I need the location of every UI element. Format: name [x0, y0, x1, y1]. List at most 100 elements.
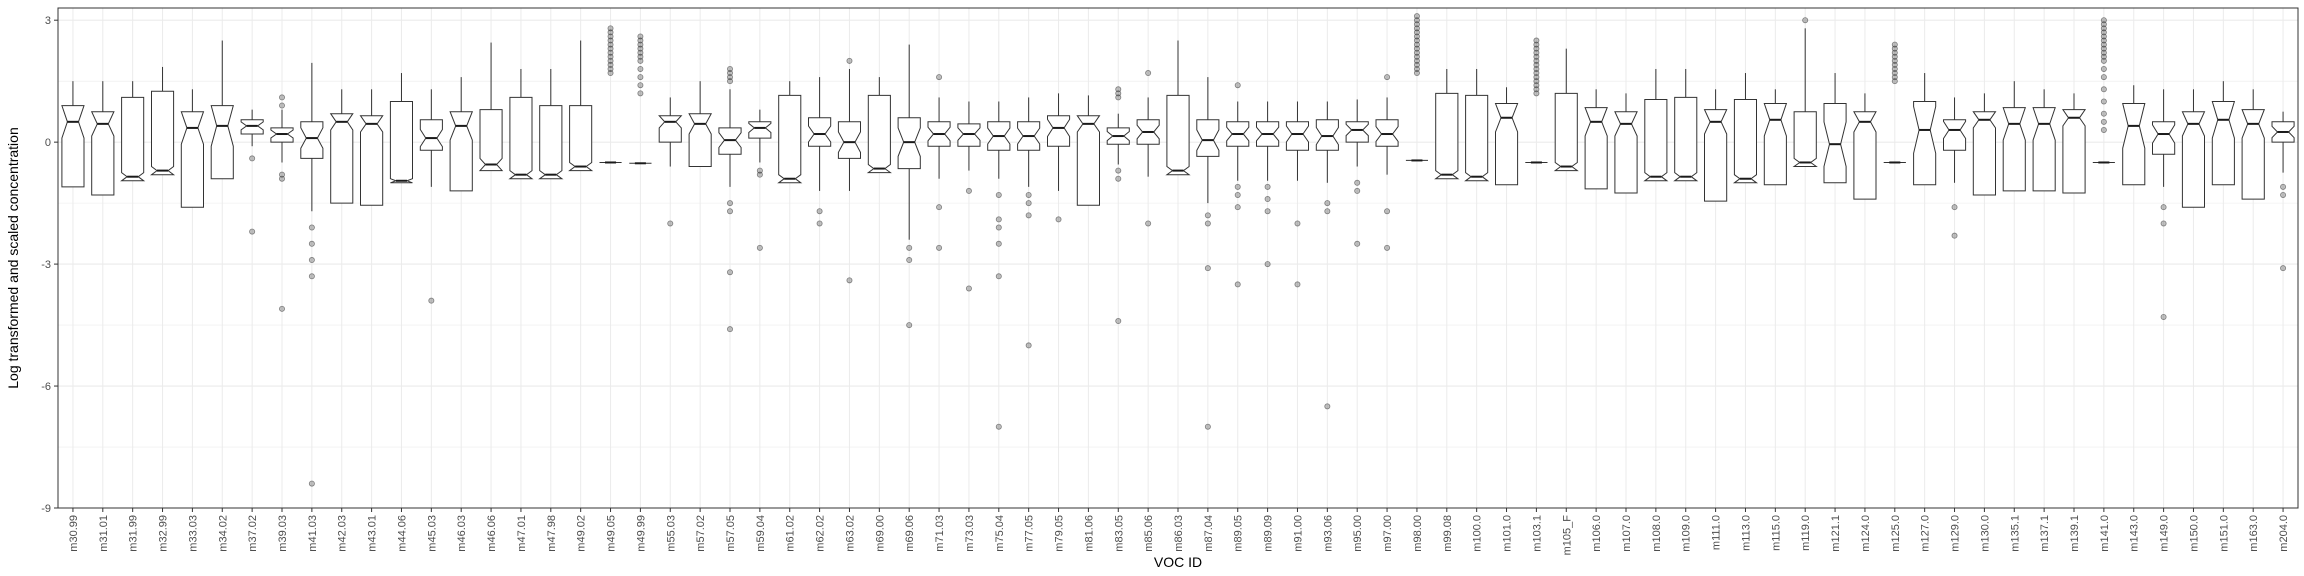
- outlier-point: [1802, 17, 1809, 24]
- x-tick-label: m32.99: [158, 515, 170, 552]
- box-m69.06: [897, 44, 921, 329]
- outlier-point: [607, 37, 614, 44]
- box-body: [1076, 115, 1101, 206]
- box-body: [359, 115, 384, 206]
- x-tick-label: m127.0: [1920, 515, 1932, 552]
- outlier-point: [637, 49, 644, 56]
- box-body: [808, 117, 832, 147]
- outlier-point: [1234, 82, 1241, 89]
- outlier-point: [2100, 110, 2107, 117]
- box-m45.03: [419, 89, 443, 304]
- outlier-point: [1413, 61, 1420, 68]
- outlier-point: [816, 220, 823, 227]
- x-tick-label: m45.03: [426, 515, 438, 552]
- box-m101.0: [1494, 87, 1519, 186]
- outlier-point: [2160, 204, 2167, 211]
- box-body: [658, 115, 683, 143]
- x-tick-label: m57.05: [725, 515, 737, 552]
- x-tick-label: m30.99: [68, 515, 80, 552]
- outlier-point: [1234, 191, 1241, 198]
- box-m46.03: [449, 77, 474, 192]
- box-m137.1: [2032, 89, 2056, 192]
- outlier-point: [1533, 78, 1540, 85]
- box-body: [1375, 119, 1399, 147]
- x-tick-label: m100.0: [1472, 515, 1484, 552]
- outlier-point: [1384, 208, 1391, 215]
- box-m124.0: [1853, 93, 1877, 200]
- x-tick-label: m93.06: [1322, 515, 1334, 552]
- outlier-point: [607, 45, 614, 52]
- outlier-point: [428, 297, 435, 304]
- outlier-point: [1533, 74, 1540, 81]
- box-m113.0: [1732, 73, 1759, 184]
- x-tick-label: m41.03: [307, 515, 319, 552]
- outlier-point: [1145, 70, 1152, 77]
- outlier-point: [1115, 175, 1122, 182]
- box-m32.99: [149, 66, 176, 176]
- box-body: [1434, 92, 1460, 180]
- x-tick-label: m77.05: [1024, 515, 1036, 552]
- x-tick-label: m59.04: [755, 515, 767, 552]
- outlier-point: [1891, 70, 1898, 77]
- box-body: [538, 105, 564, 180]
- box-m111.0: [1703, 89, 1728, 202]
- box-body: [1165, 94, 1191, 176]
- box-body: [1763, 103, 1788, 186]
- x-tick-label: m204.0: [2278, 515, 2290, 552]
- box-m99.08: [1434, 68, 1460, 180]
- box-body: [2002, 107, 2026, 192]
- outlier-point: [2280, 265, 2287, 272]
- outlier-point: [308, 257, 315, 264]
- outlier-point: [1025, 191, 1032, 198]
- outlier-point: [1413, 65, 1420, 72]
- outlier-point: [1951, 232, 1958, 239]
- x-tick-label: m37.02: [247, 515, 259, 552]
- outlier-point: [2100, 86, 2107, 93]
- outlier-point: [1384, 244, 1391, 251]
- box-body: [90, 111, 115, 196]
- box-m49.02: [568, 40, 594, 172]
- x-tick-label: m47.01: [516, 515, 528, 552]
- x-tick-label: m109.0: [1681, 515, 1693, 552]
- x-axis-title: VOC ID: [1154, 554, 1202, 570]
- box-body: [748, 121, 772, 139]
- x-tick-label: m111.0: [1711, 515, 1723, 550]
- x-tick-label: m89.09: [1263, 515, 1275, 552]
- outlier-point: [637, 65, 644, 72]
- outlier-point: [2100, 37, 2107, 44]
- box-m39.03: [270, 94, 294, 312]
- outlier-point: [727, 326, 734, 333]
- outlier-point: [2100, 53, 2107, 60]
- outlier-point: [607, 29, 614, 36]
- outlier-point: [1533, 90, 1540, 97]
- outlier-point: [995, 191, 1002, 198]
- box-m34.02: [210, 40, 234, 180]
- outlier-point: [2100, 65, 2107, 72]
- box-body: [777, 94, 803, 184]
- y-tick-label: -3: [41, 259, 51, 271]
- x-tick-label: m62.02: [815, 515, 827, 552]
- box-body: [2211, 101, 2236, 186]
- x-tick-label: m129.0: [1950, 515, 1962, 552]
- x-tick-label: m139.1: [2069, 515, 2081, 552]
- outlier-point: [965, 285, 972, 292]
- outlier-point: [2100, 57, 2107, 64]
- x-tick-label: m83.05: [1113, 515, 1125, 552]
- y-tick-label: 3: [45, 15, 51, 27]
- box-m33.03: [180, 89, 205, 208]
- outlier-point: [1264, 183, 1271, 190]
- outlier-point: [1891, 61, 1898, 68]
- x-tick-label: m98.00: [1412, 515, 1424, 552]
- box-layer: [61, 13, 2295, 487]
- box-body: [389, 101, 413, 184]
- outlier-point: [995, 423, 1002, 430]
- outlier-point: [1025, 342, 1032, 349]
- x-tick-label: m95.00: [1352, 515, 1364, 552]
- outlier-point: [1294, 281, 1301, 288]
- box-body: [1464, 94, 1490, 182]
- outlier-point: [2280, 183, 2287, 190]
- y-tick-label: -9: [41, 503, 51, 515]
- outlier-point: [607, 53, 614, 60]
- x-tick-label: m135.1: [2009, 515, 2021, 552]
- outlier-point: [995, 216, 1002, 223]
